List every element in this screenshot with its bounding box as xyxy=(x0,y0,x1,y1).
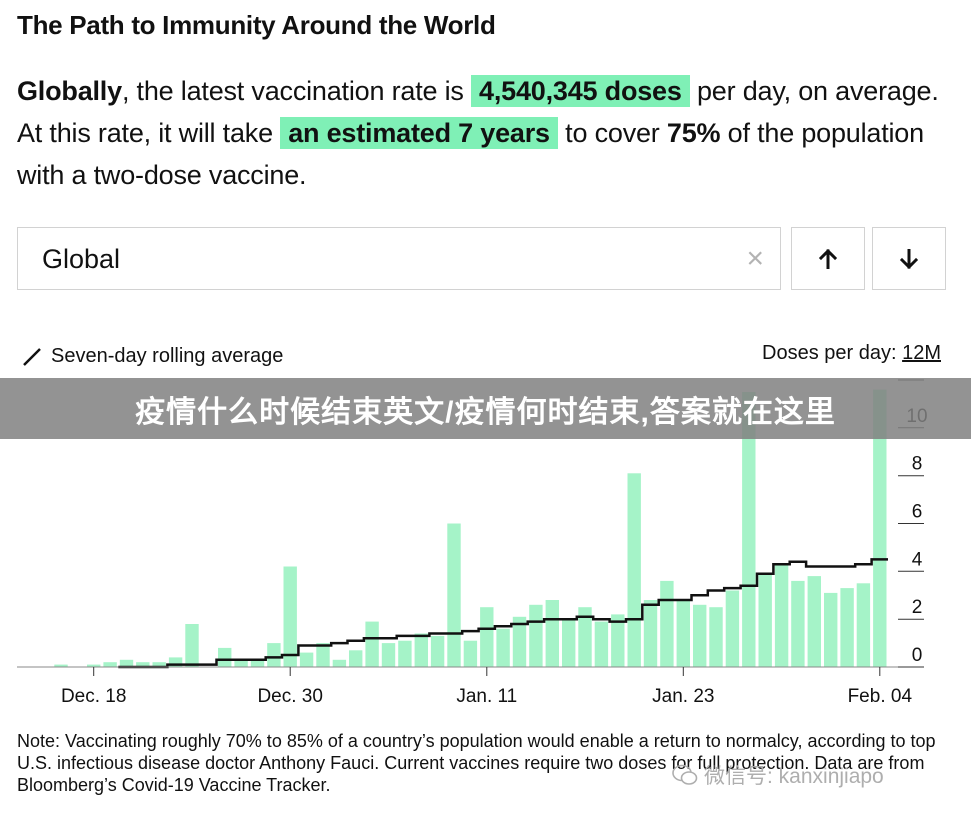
bar-2020-12-19 xyxy=(103,662,117,667)
summary-text-4: of the population with a two-dose vaccin… xyxy=(17,118,924,190)
region-label: Globally xyxy=(17,76,122,106)
bar-2021-01-21 xyxy=(643,600,658,667)
bar-2020-12-27 xyxy=(234,659,248,667)
summary-text-1: , the latest vaccination rate is xyxy=(121,76,472,106)
overlay-banner: 疫情什么时候结束英文/疫情何时结束,答案就在这里 xyxy=(0,378,971,439)
bar-2021-01-10 xyxy=(463,640,478,667)
bar-2021-01-26 xyxy=(725,590,740,667)
bar-2020-12-31 xyxy=(299,652,314,667)
summary-text-2: per day, on average. At this rate, it wi… xyxy=(17,76,939,148)
overlay-banner-text: 疫情什么时候结束英文/疫情何时结束,答案就在这里 xyxy=(135,395,836,429)
bar-2021-01-06 xyxy=(398,640,412,667)
bar-2020-12-24 xyxy=(185,624,199,667)
bar-2021-01-25 xyxy=(709,607,723,667)
bar-2021-01-17 xyxy=(578,607,592,667)
bar-2021-01-20 xyxy=(627,473,641,667)
bar-2021-01-11 xyxy=(480,607,494,667)
y-axis-title-prefix: Doses per day: xyxy=(762,342,903,364)
bar-2020-12-26 xyxy=(218,647,232,667)
bar-2020-12-16 xyxy=(54,664,68,667)
y-tick-label: 6 xyxy=(912,502,923,523)
x-tick-label: Dec. 18 xyxy=(61,686,126,707)
bar-2021-01-16 xyxy=(562,619,576,667)
bar-2021-01-31 xyxy=(807,576,821,667)
bar-2021-01-18 xyxy=(594,621,609,667)
bar-2021-01-23 xyxy=(676,600,690,667)
wechat-watermark: 微信号: kanxinjiapo xyxy=(672,760,884,790)
y-tick-label: 0 xyxy=(912,645,923,666)
bar-2021-02-02 xyxy=(840,588,854,667)
y-axis-title: Doses per day: 12M xyxy=(762,342,941,365)
x-axis-ticks: Dec. 18 Dec. 30 Jan. 11 Jan. 23 Feb. 04 xyxy=(61,667,912,707)
bar-2020-12-28 xyxy=(250,659,265,667)
bar-2021-01-27 xyxy=(742,392,756,667)
summary-text-3: to cover xyxy=(557,118,667,148)
bar-2020-12-20 xyxy=(119,659,134,667)
y-axis-title-max: 12M xyxy=(902,342,941,364)
bar-2021-02-04 xyxy=(873,389,887,667)
bar-2021-01-08 xyxy=(430,635,445,667)
bar-2021-01-03 xyxy=(349,650,363,667)
bar-2021-01-19 xyxy=(611,614,625,667)
time-highlight: an estimated 7 years xyxy=(280,117,558,149)
y-tick-label: 2 xyxy=(912,597,923,618)
y-tick-label: 8 xyxy=(912,454,923,475)
chart-note: Note: Vaccinating roughly 70% to 85% of … xyxy=(17,731,936,795)
bar-2021-01-09 xyxy=(447,523,461,667)
bar-2021-01-14 xyxy=(529,604,543,667)
bar-2021-01-07 xyxy=(414,633,428,667)
chart-legend: Seven-day rolling average xyxy=(22,345,283,368)
bar-2021-01-24 xyxy=(693,604,707,667)
wechat-icon xyxy=(672,764,698,785)
x-tick-label: Feb. 04 xyxy=(848,686,913,707)
coverage-percent: 75% xyxy=(666,118,721,148)
bar-2021-01-02 xyxy=(332,659,347,667)
bar-2021-02-01 xyxy=(824,592,838,667)
search-value: Global xyxy=(42,244,121,274)
bar-2021-01-28 xyxy=(758,573,772,667)
x-tick-label: Jan. 23 xyxy=(652,686,714,707)
rate-highlight: 4,540,345 doses xyxy=(471,75,690,107)
bar-2021-01-30 xyxy=(791,580,805,667)
summary-paragraph: Globally, the latest vaccination rate is… xyxy=(17,70,957,196)
wechat-id: 微信号: kanxinjiapo xyxy=(704,765,884,788)
page-title: The Path to Immunity Around the World xyxy=(17,10,496,40)
bar-2020-12-30 xyxy=(283,566,297,667)
bar-2021-01-13 xyxy=(512,616,527,667)
legend-line-label: Seven-day rolling average xyxy=(51,345,284,367)
line-swatch-icon xyxy=(23,347,41,366)
arrow-down-icon xyxy=(900,248,918,269)
bar-2021-01-05 xyxy=(381,643,396,667)
rolling-average-line xyxy=(118,558,888,669)
bar-2021-01-29 xyxy=(774,564,789,667)
bar-2021-01-04 xyxy=(365,621,379,667)
next-region-button[interactable] xyxy=(872,227,946,290)
bar-2021-01-01 xyxy=(316,643,330,667)
bar-series xyxy=(54,389,887,667)
bar-2021-01-12 xyxy=(496,628,510,667)
bar-2020-12-18 xyxy=(87,664,101,667)
previous-region-button[interactable] xyxy=(791,227,865,290)
bar-2021-01-22 xyxy=(660,580,674,667)
bar-2021-01-15 xyxy=(545,600,559,667)
bar-2020-12-22 xyxy=(152,662,166,667)
bar-2021-02-03 xyxy=(856,583,871,667)
clear-icon[interactable]: × xyxy=(746,242,764,275)
x-tick-label: Dec. 30 xyxy=(257,686,322,707)
x-tick-label: Jan. 11 xyxy=(456,686,517,707)
y-tick-label: 4 xyxy=(912,549,923,570)
bar-2020-12-21 xyxy=(136,662,150,667)
bar-2020-12-29 xyxy=(267,643,281,667)
bar-2020-12-23 xyxy=(168,657,183,667)
region-search-input[interactable]: Global × xyxy=(17,227,781,290)
arrow-up-icon xyxy=(819,248,837,269)
